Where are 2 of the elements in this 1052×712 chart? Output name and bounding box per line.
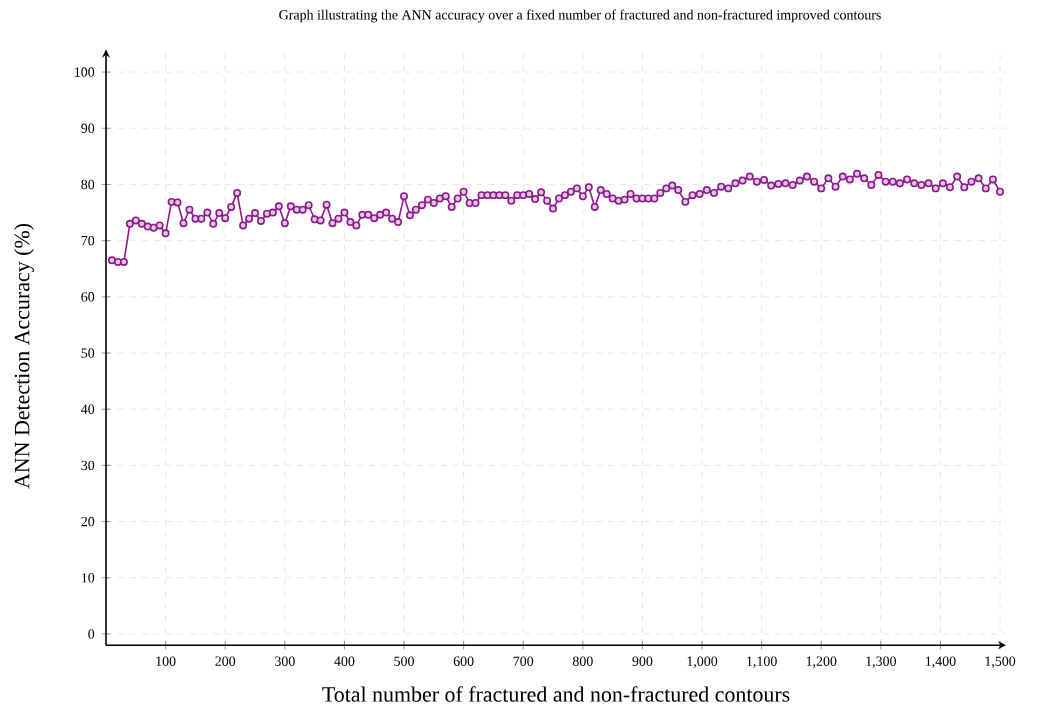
x-axis-title: Total number of fractured and non-fractured contours <box>322 686 790 702</box>
y-axis-title: ANN Detection Accuracy (%) <box>14 223 34 489</box>
